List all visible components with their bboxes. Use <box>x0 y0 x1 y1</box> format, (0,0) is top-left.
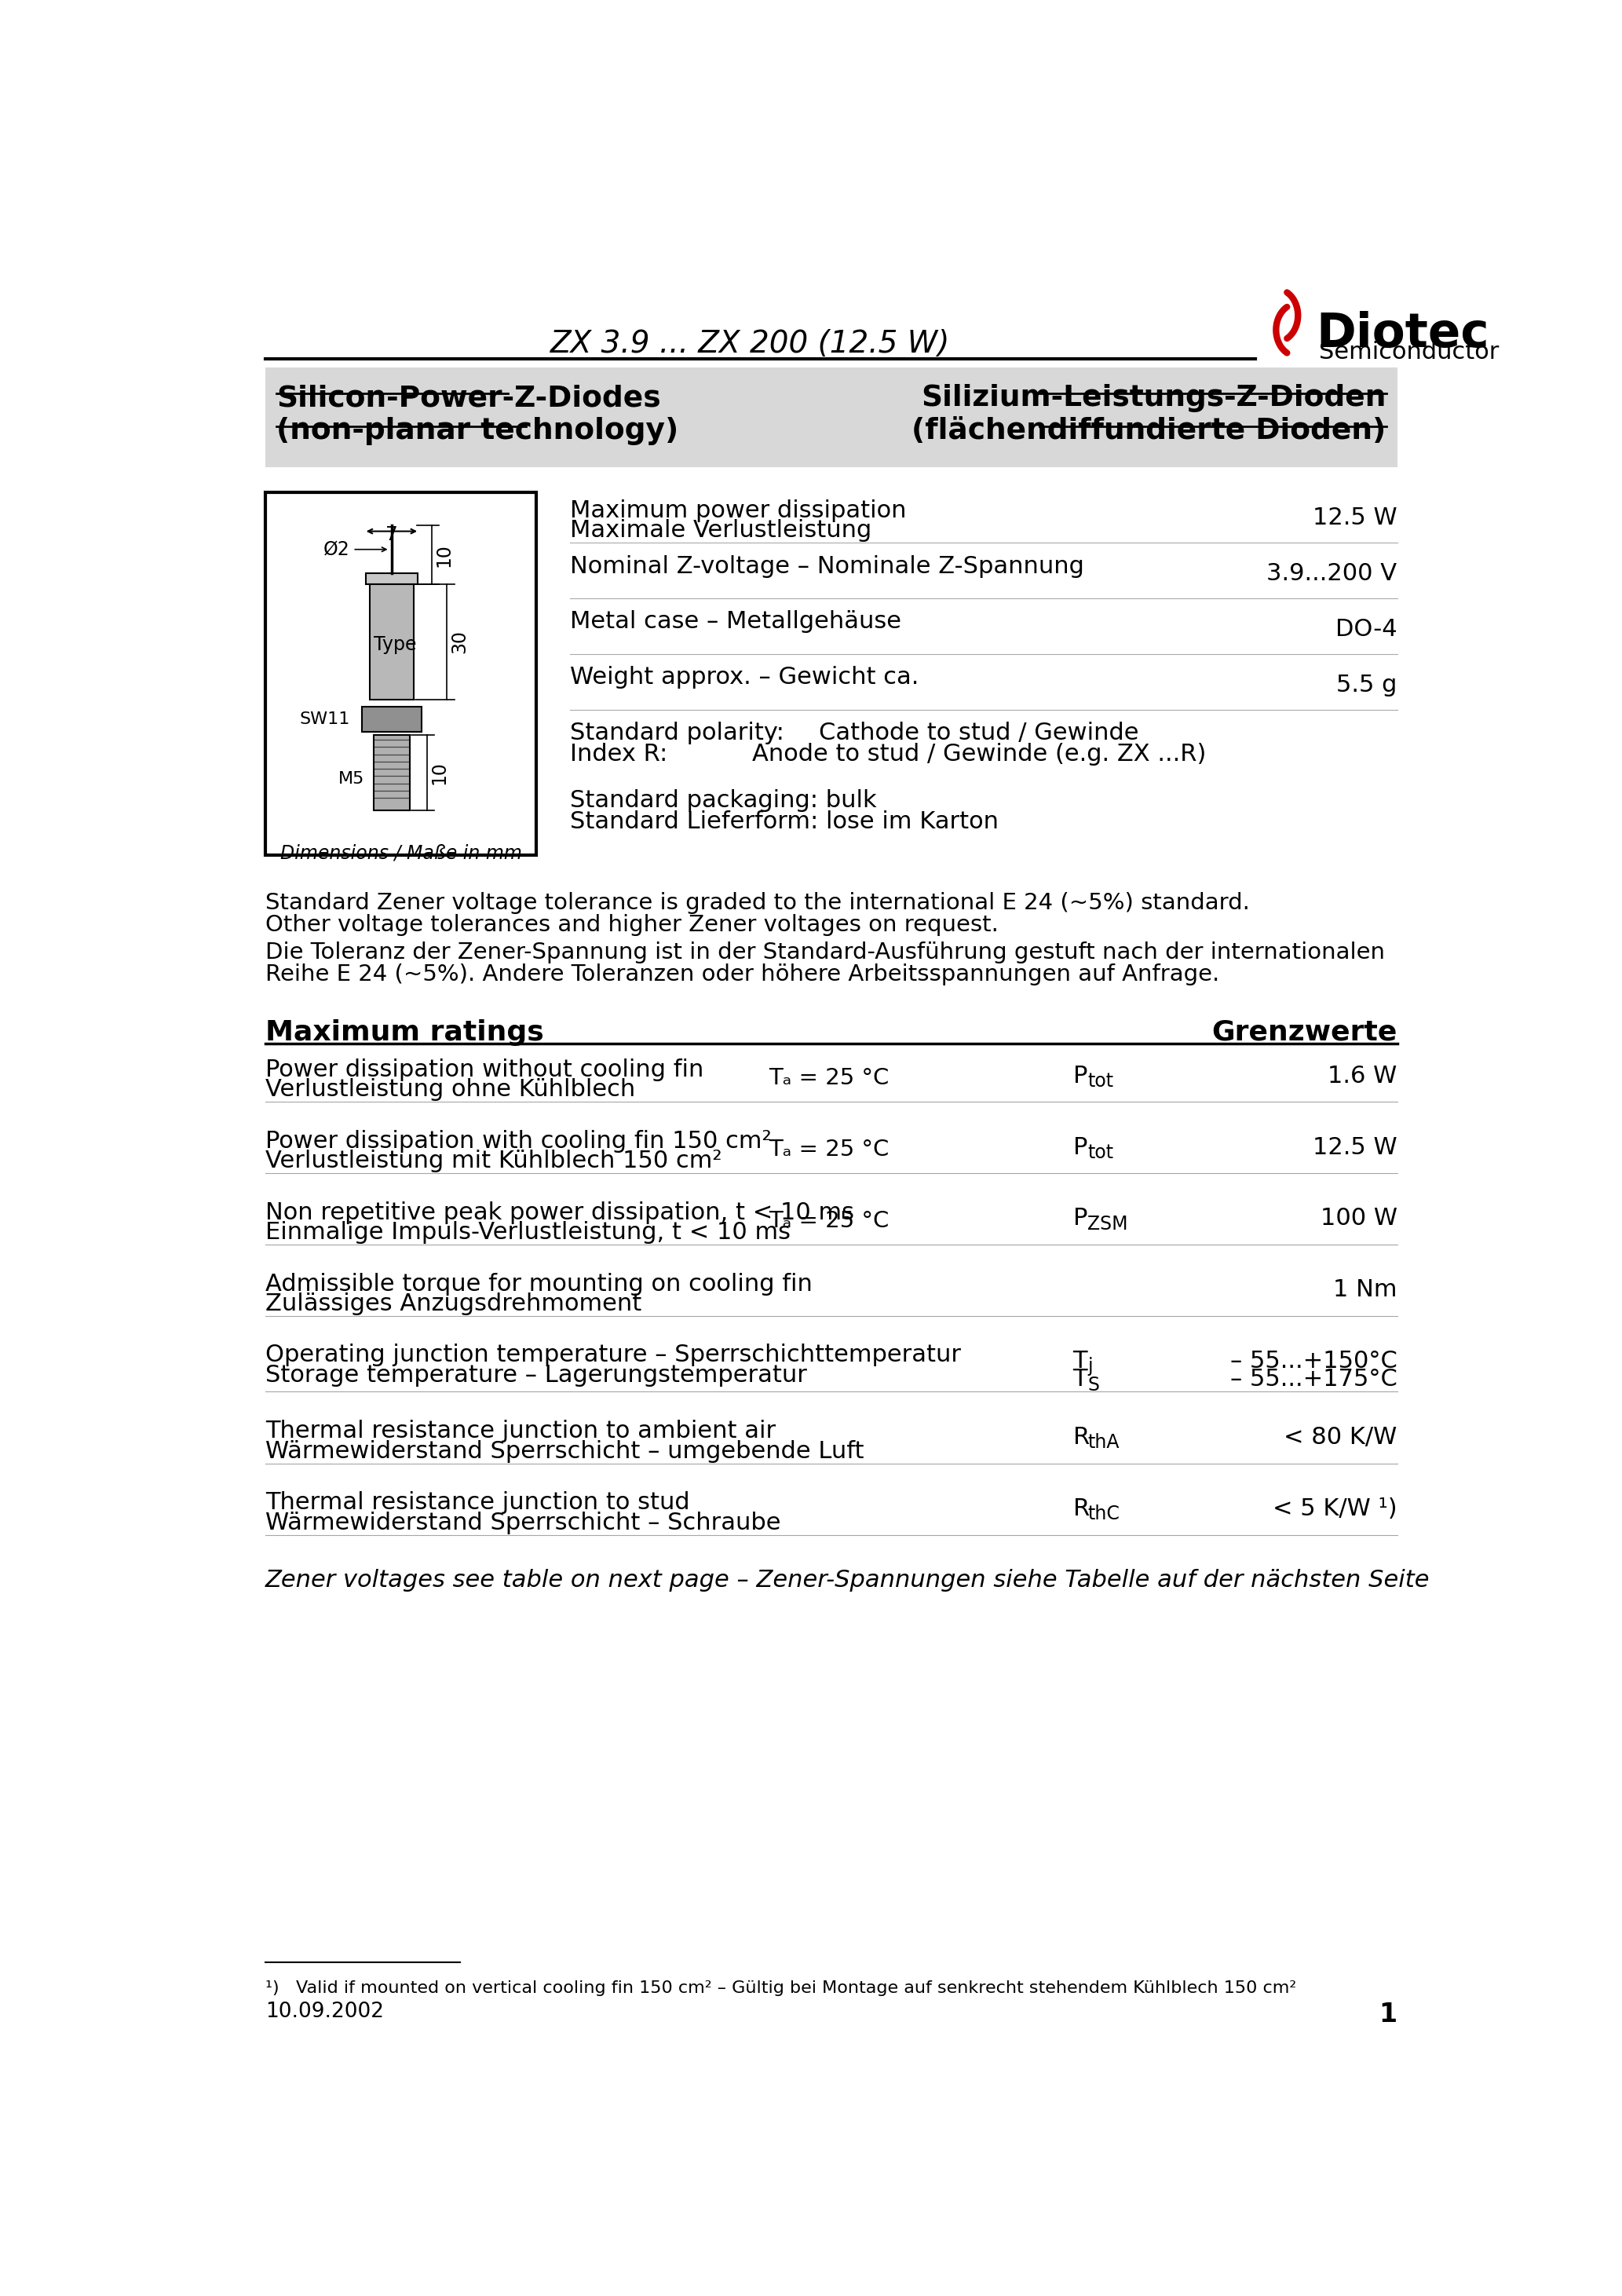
Text: Thermal resistance junction to ambient air: Thermal resistance junction to ambient a… <box>266 1419 775 1442</box>
Text: 1.6 W: 1.6 W <box>1328 1065 1397 1088</box>
Text: Operating junction temperature – Sperrschichttemperatur: Operating junction temperature – Sperrsc… <box>266 1343 960 1366</box>
Text: 3.9...200 V: 3.9...200 V <box>1267 563 1397 585</box>
Text: Grenzwerte: Grenzwerte <box>1212 1019 1397 1047</box>
Text: Reihe E 24 (~5%). Andere Toleranzen oder höhere Arbeitsspannungen auf Anfrage.: Reihe E 24 (~5%). Andere Toleranzen oder… <box>266 964 1220 985</box>
Text: 100 W: 100 W <box>1320 1208 1397 1231</box>
Text: M5: M5 <box>337 771 365 788</box>
Text: Wärmewiderstand Sperrschicht – umgebende Luft: Wärmewiderstand Sperrschicht – umgebende… <box>266 1440 865 1463</box>
Text: T: T <box>1072 1350 1087 1373</box>
Text: Thermal resistance junction to stud: Thermal resistance junction to stud <box>266 1492 689 1513</box>
Text: S: S <box>1087 1375 1100 1394</box>
Bar <box>266 491 537 854</box>
Text: Standard Lieferform: lose im Karton: Standard Lieferform: lose im Karton <box>569 810 998 833</box>
Text: tot: tot <box>1087 1143 1113 1162</box>
Bar <box>362 707 422 732</box>
Text: Standard packaging: bulk: Standard packaging: bulk <box>569 790 876 813</box>
Text: Verlustleistung ohne Kühlblech: Verlustleistung ohne Kühlblech <box>266 1079 636 1102</box>
Text: P: P <box>1072 1137 1087 1159</box>
Text: 12.5 W: 12.5 W <box>1312 507 1397 530</box>
Text: 10.09.2002: 10.09.2002 <box>266 2002 384 2023</box>
Text: P: P <box>1072 1065 1087 1088</box>
Text: Anode to stud / Gewinde (e.g. ZX ...R): Anode to stud / Gewinde (e.g. ZX ...R) <box>753 744 1207 765</box>
Text: T: T <box>1072 1368 1087 1391</box>
Text: thC: thC <box>1087 1504 1119 1525</box>
Text: Dimensions / Maße in mm: Dimensions / Maße in mm <box>281 845 522 863</box>
Text: Maximum power dissipation: Maximum power dissipation <box>569 498 907 521</box>
Text: Standard polarity:: Standard polarity: <box>569 721 783 744</box>
Text: ¹)   Valid if mounted on vertical cooling fin 150 cm² – Gültig bei Montage auf s: ¹) Valid if mounted on vertical cooling … <box>266 1981 1296 1995</box>
Text: Power dissipation without cooling fin: Power dissipation without cooling fin <box>266 1058 704 1081</box>
Text: P: P <box>1072 1208 1087 1231</box>
Bar <box>266 367 1397 466</box>
Text: Standard Zener voltage tolerance is graded to the international E 24 (~5%) stand: Standard Zener voltage tolerance is grad… <box>266 893 1251 914</box>
Text: Weight approx. – Gewicht ca.: Weight approx. – Gewicht ca. <box>569 666 918 689</box>
Text: Metal case – Metallgehäuse: Metal case – Metallgehäuse <box>569 611 900 634</box>
Text: SW11: SW11 <box>298 712 350 728</box>
Bar <box>367 574 417 585</box>
Text: ZX 3.9 ... ZX 200 (12.5 W): ZX 3.9 ... ZX 200 (12.5 W) <box>550 328 950 358</box>
Text: – 55...+175°C: – 55...+175°C <box>1229 1368 1397 1391</box>
Text: R: R <box>1072 1426 1090 1449</box>
Text: Silicon-Power-Z-Diodes: Silicon-Power-Z-Diodes <box>276 383 660 413</box>
Text: R: R <box>1072 1497 1090 1520</box>
Text: Einmalige Impuls-Verlustleistung, t < 10 ms: Einmalige Impuls-Verlustleistung, t < 10… <box>266 1221 790 1244</box>
Text: Die Toleranz der Zener-Spannung ist in der Standard-Ausführung gestuft nach der : Die Toleranz der Zener-Spannung ist in d… <box>266 941 1385 964</box>
Text: Admissible torque for mounting on cooling fin: Admissible torque for mounting on coolin… <box>266 1272 813 1295</box>
Text: thA: thA <box>1087 1433 1119 1451</box>
Text: Diotec: Diotec <box>1315 310 1489 356</box>
Text: 5.5 g: 5.5 g <box>1337 673 1397 696</box>
Text: 1: 1 <box>1379 2002 1397 2027</box>
Text: Storage temperature – Lagerungstemperatur: Storage temperature – Lagerungstemperatu… <box>266 1364 808 1387</box>
Text: Power dissipation with cooling fin 150 cm²: Power dissipation with cooling fin 150 c… <box>266 1130 772 1153</box>
Text: 10: 10 <box>435 544 454 567</box>
Text: Wärmewiderstand Sperrschicht – Schraube: Wärmewiderstand Sperrschicht – Schraube <box>266 1511 780 1534</box>
Text: Zulässiges Anzugsdrehmoment: Zulässiges Anzugsdrehmoment <box>266 1293 642 1316</box>
Text: Maximale Verlustleistung: Maximale Verlustleistung <box>569 519 871 542</box>
Text: (flächendiffundierte Dioden): (flächendiffundierte Dioden) <box>912 418 1387 445</box>
Bar <box>370 585 414 700</box>
Text: Zener voltages see table on next page – Zener-Spannungen siehe Tabelle auf der n: Zener voltages see table on next page – … <box>266 1568 1431 1591</box>
Text: < 80 K/W: < 80 K/W <box>1285 1426 1397 1449</box>
Text: – 55...+150°C: – 55...+150°C <box>1229 1350 1397 1373</box>
Text: tot: tot <box>1087 1072 1113 1091</box>
Text: 12.5 W: 12.5 W <box>1312 1137 1397 1159</box>
Text: DO-4: DO-4 <box>1335 618 1397 641</box>
Text: Cathode to stud / Gewinde: Cathode to stud / Gewinde <box>819 721 1139 744</box>
Text: Nominal Z-voltage – Nominale Z-Spannung: Nominal Z-voltage – Nominale Z-Spannung <box>569 556 1083 579</box>
Text: j: j <box>1087 1357 1093 1375</box>
Text: ZSM: ZSM <box>1087 1215 1127 1233</box>
Text: 10: 10 <box>430 760 449 785</box>
Text: Type: Type <box>373 636 417 654</box>
Text: Tₐ = 25 °C: Tₐ = 25 °C <box>769 1139 889 1159</box>
Text: Verlustleistung mit Kühlblech 150 cm²: Verlustleistung mit Kühlblech 150 cm² <box>266 1150 722 1173</box>
Text: Index R:: Index R: <box>569 744 667 765</box>
Text: 1 Nm: 1 Nm <box>1333 1279 1397 1302</box>
Text: Silizium-Leistungs-Z-Dioden: Silizium-Leistungs-Z-Dioden <box>921 383 1387 413</box>
Text: 7: 7 <box>386 526 397 544</box>
Text: Tₐ = 25 °C: Tₐ = 25 °C <box>769 1068 889 1088</box>
Text: Ø2: Ø2 <box>323 540 350 558</box>
Bar <box>373 735 410 810</box>
Text: Other voltage tolerances and higher Zener voltages on request.: Other voltage tolerances and higher Zene… <box>266 914 999 937</box>
Text: Maximum ratings: Maximum ratings <box>266 1019 543 1047</box>
Text: (non-planar technology): (non-planar technology) <box>276 418 678 445</box>
Text: Non repetitive peak power dissipation, t < 10 ms: Non repetitive peak power dissipation, t… <box>266 1201 855 1224</box>
Text: < 5 K/W ¹): < 5 K/W ¹) <box>1273 1497 1397 1520</box>
Text: Semiconductor: Semiconductor <box>1319 340 1499 363</box>
Text: 30: 30 <box>449 629 469 654</box>
Text: Tₐ = 25 °C: Tₐ = 25 °C <box>769 1210 889 1231</box>
